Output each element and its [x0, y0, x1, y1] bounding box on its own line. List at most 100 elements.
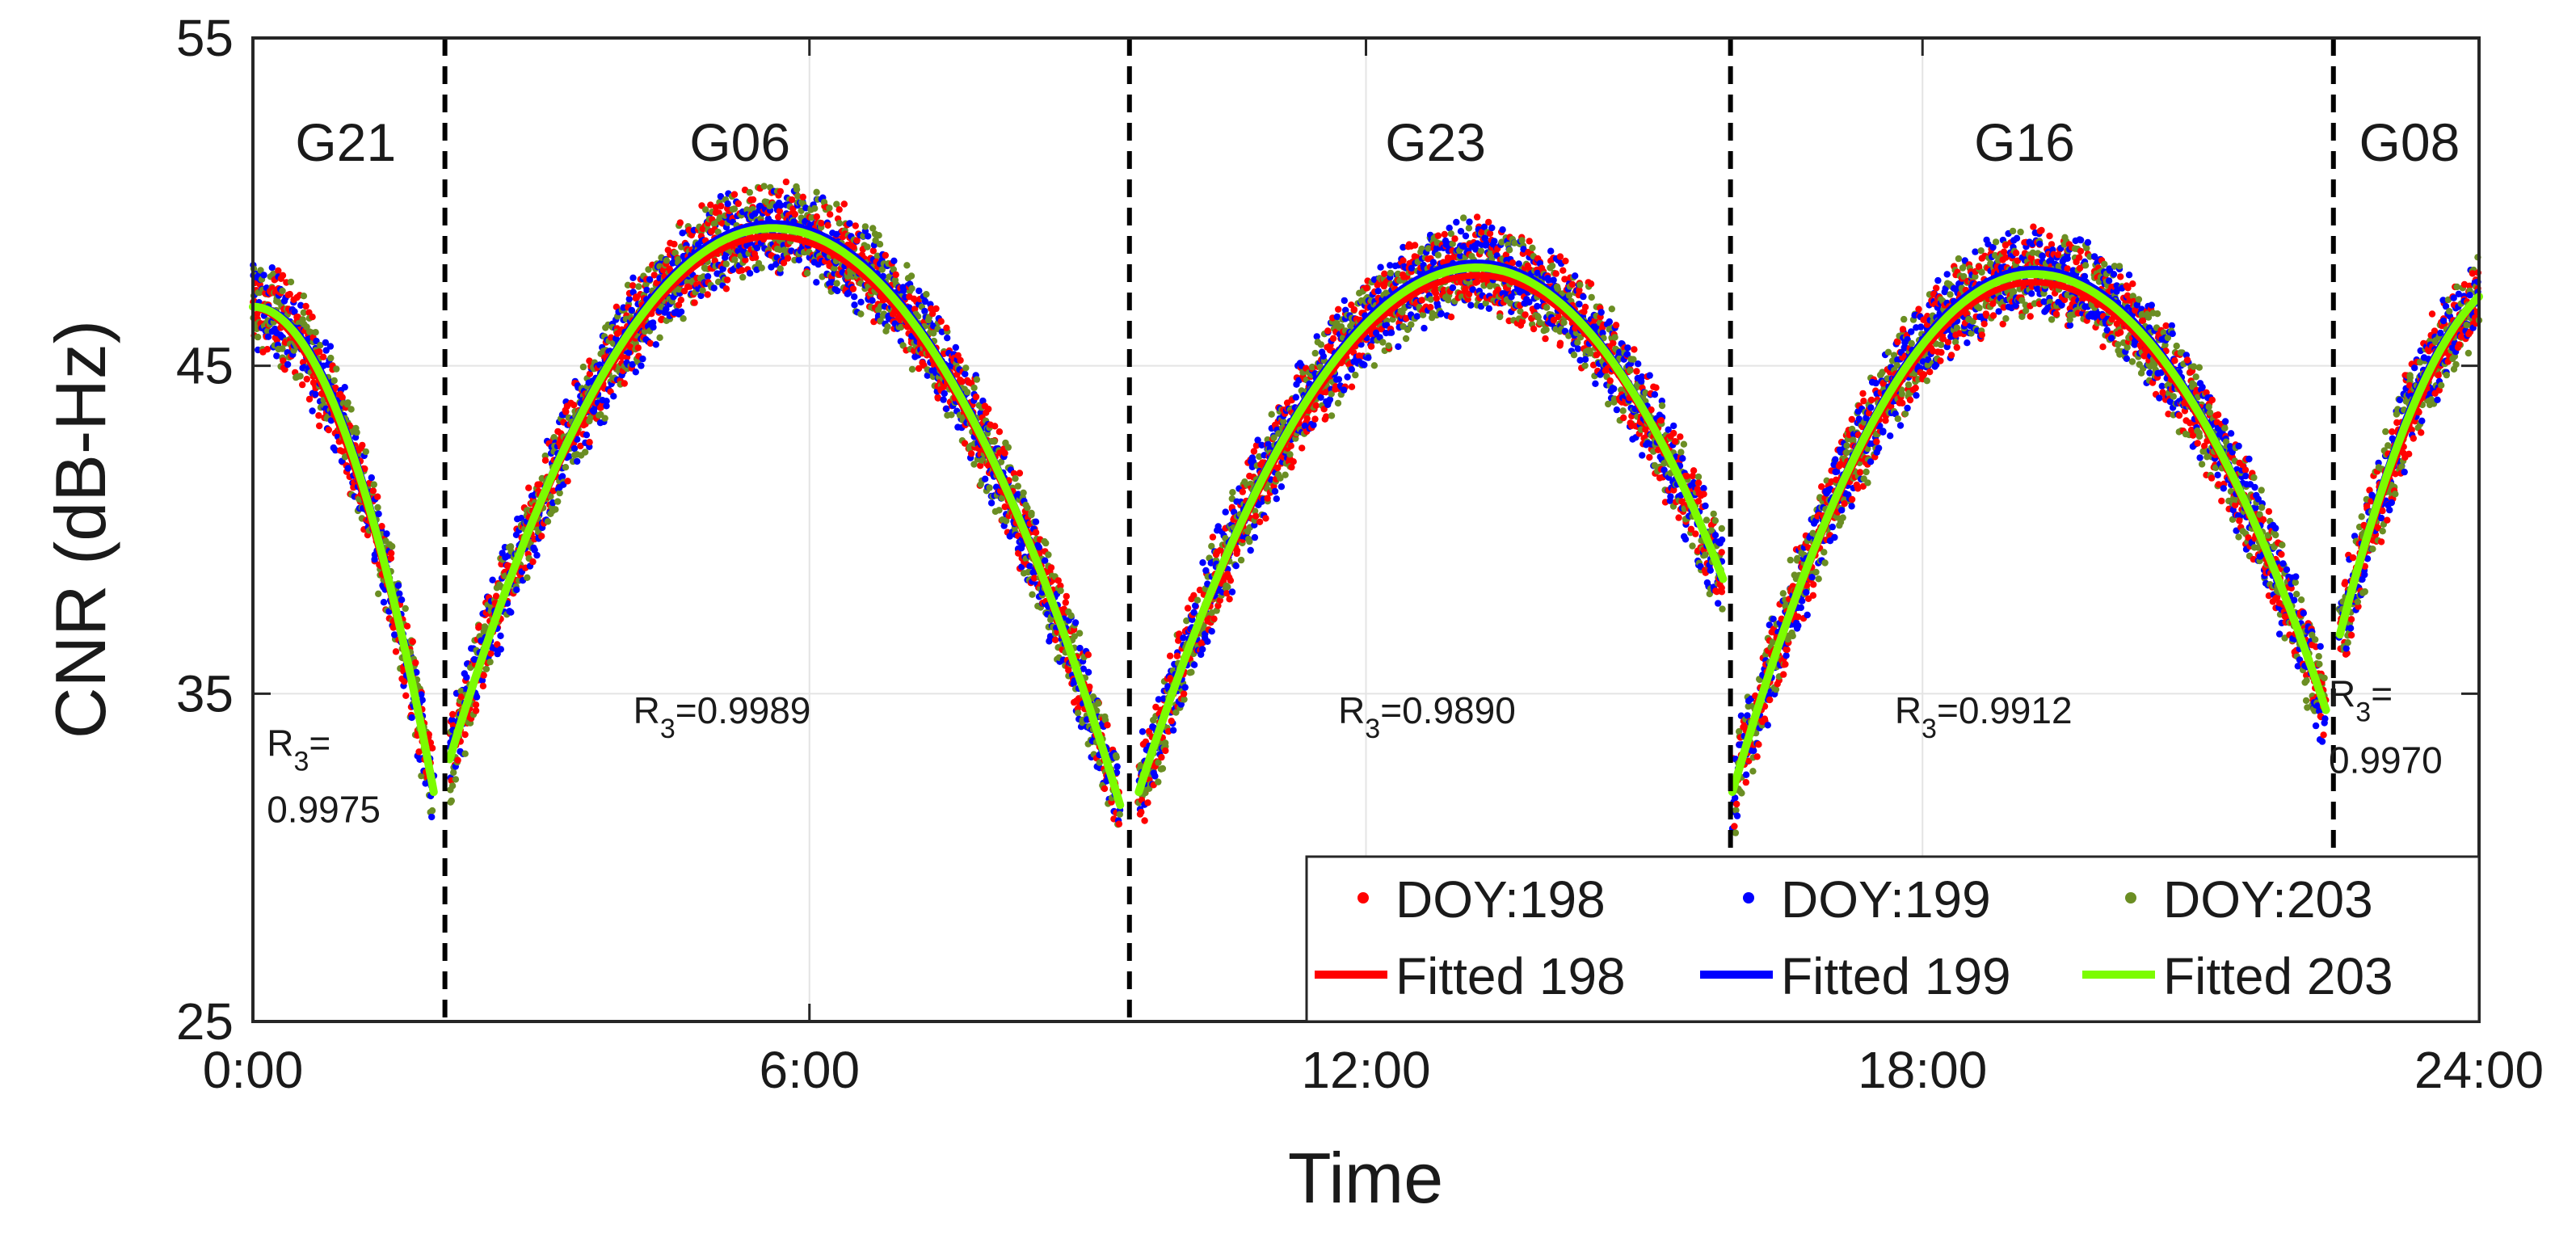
data-point — [1421, 324, 1428, 332]
data-point — [793, 186, 801, 193]
data-point — [921, 307, 928, 315]
data-point — [1473, 213, 1481, 221]
data-point — [650, 323, 657, 331]
data-point — [911, 305, 919, 313]
data-point — [371, 555, 378, 563]
data-point — [1550, 276, 1557, 284]
data-point — [326, 343, 335, 350]
data-point — [370, 481, 377, 488]
data-point — [629, 274, 637, 281]
data-point — [1232, 562, 1240, 570]
data-point — [322, 339, 330, 347]
data-point — [629, 360, 636, 369]
data-point — [908, 365, 916, 373]
data-point — [1311, 349, 1319, 357]
data-point — [782, 178, 790, 186]
data-point — [1522, 311, 1529, 318]
data-point — [780, 259, 788, 267]
data-point — [264, 333, 272, 340]
data-point — [1193, 596, 1202, 604]
data-point — [1162, 739, 1169, 747]
data-point — [704, 291, 711, 298]
data-point — [1075, 630, 1084, 637]
data-point — [1168, 718, 1175, 725]
data-point — [1032, 529, 1040, 537]
data-point — [777, 187, 784, 196]
data-point — [846, 220, 853, 227]
data-point — [1181, 684, 1189, 691]
data-point — [1433, 295, 1441, 302]
data-point — [1408, 321, 1415, 328]
data-point — [915, 287, 923, 295]
data-point — [977, 462, 984, 470]
data-point — [824, 221, 831, 229]
data-point — [1071, 633, 1079, 640]
data-point — [932, 305, 940, 313]
data-point — [353, 428, 360, 436]
data-point — [524, 574, 531, 581]
data-point — [486, 658, 494, 666]
data-point — [1348, 366, 1356, 373]
data-point — [586, 357, 593, 364]
data-point — [541, 457, 549, 464]
data-point — [1411, 242, 1419, 249]
data-point — [813, 279, 820, 286]
data-point — [1042, 539, 1050, 547]
data-point — [625, 295, 633, 303]
data-point — [1095, 700, 1102, 707]
data-point — [789, 196, 796, 204]
data-point — [533, 551, 541, 559]
data-point — [884, 323, 891, 331]
data-point — [374, 493, 381, 500]
data-point — [531, 546, 538, 554]
data-point — [621, 380, 628, 387]
data-point — [882, 251, 890, 259]
data-point — [676, 285, 683, 293]
data-point — [1374, 288, 1382, 295]
data-point — [401, 678, 408, 685]
data-point — [962, 364, 970, 372]
data-point — [333, 365, 340, 373]
data-point — [943, 405, 950, 412]
data-point — [991, 438, 998, 445]
data-point — [452, 776, 460, 783]
data-point — [428, 813, 436, 821]
data-point — [303, 375, 310, 383]
data-point — [317, 342, 324, 349]
data-point — [1370, 362, 1378, 369]
data-point — [908, 284, 915, 293]
data-point — [760, 183, 768, 190]
data-point — [1057, 587, 1064, 595]
data-point — [449, 710, 457, 718]
data-point — [448, 716, 456, 723]
data-point — [344, 399, 351, 406]
data-point — [1485, 305, 1493, 312]
data-point — [396, 590, 403, 597]
data-point — [1014, 482, 1022, 490]
data-point — [565, 453, 573, 460]
data-point — [915, 364, 923, 373]
data-point — [840, 200, 848, 208]
data-point — [312, 329, 319, 336]
data-point — [1158, 753, 1165, 761]
data-point — [1144, 799, 1151, 807]
data-point — [833, 200, 840, 208]
data-point — [1429, 259, 1437, 266]
data-point — [1348, 383, 1356, 390]
data-point — [1365, 354, 1372, 361]
data-point — [1287, 442, 1294, 449]
data-point — [359, 441, 366, 449]
data-point — [938, 328, 946, 335]
data-point — [347, 406, 355, 413]
data-point — [1115, 820, 1123, 828]
data-point — [1065, 667, 1072, 674]
data-point — [497, 646, 504, 653]
data-point — [574, 457, 581, 465]
data-point — [558, 473, 566, 480]
data-point — [962, 370, 969, 377]
data-point — [284, 360, 292, 369]
data-point — [646, 276, 654, 283]
data-point — [850, 243, 857, 251]
data-point — [492, 592, 500, 600]
